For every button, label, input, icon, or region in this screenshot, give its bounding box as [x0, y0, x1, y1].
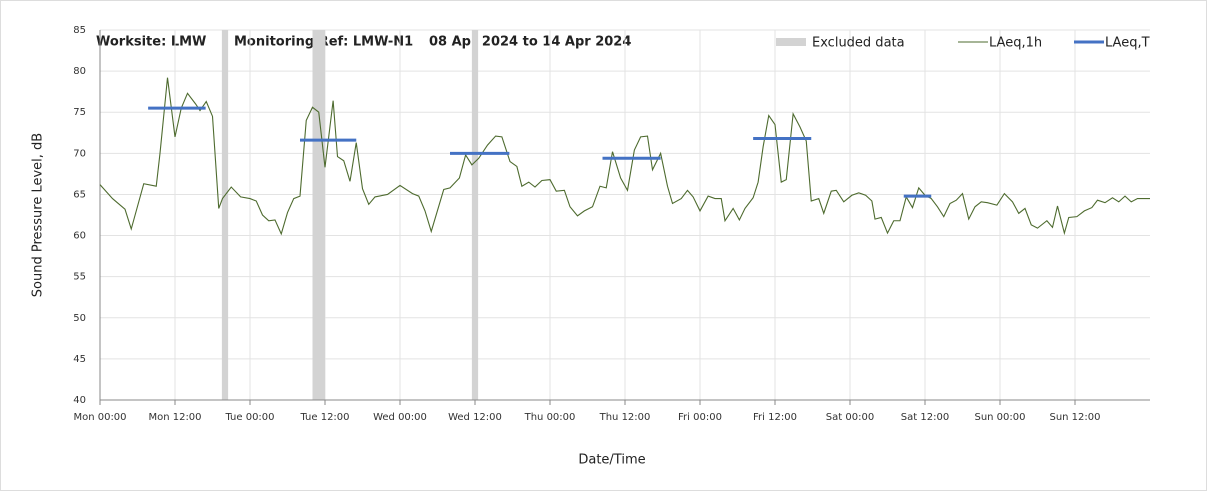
y-tick-label: 60: [73, 231, 86, 242]
x-tick-label: Tue 00:00: [224, 412, 274, 423]
y-tick-label: 80: [73, 66, 86, 77]
line-series: [99, 77, 1150, 236]
x-tick-label: Sat 12:00: [901, 412, 949, 423]
y-tick-label: 50: [73, 313, 86, 324]
y-tick-label: 65: [73, 189, 86, 200]
y-tick-label: 75: [73, 107, 86, 118]
x-tick-label: Fri 00:00: [678, 412, 722, 423]
x-tick-label: Sat 00:00: [826, 412, 874, 423]
x-tick-label: Thu 00:00: [524, 412, 576, 423]
x-tick-label: Mon 12:00: [148, 412, 201, 423]
x-tick-label: Sun 12:00: [1049, 412, 1100, 423]
x-tick-label: Thu 12:00: [599, 412, 651, 423]
y-tick-label: 70: [73, 148, 86, 159]
y-tick-label: 45: [73, 354, 86, 365]
excluded-band: [312, 30, 325, 400]
legend-label: Excluded data: [812, 36, 905, 51]
x-tick-label: Tue 12:00: [299, 412, 349, 423]
x-tick-label: Wed 12:00: [448, 412, 502, 423]
y-axis-label: Sound Pressure Level, dB: [31, 133, 46, 297]
x-tick-label: Wed 00:00: [373, 412, 427, 423]
legend-label: LAeq,T: [1105, 36, 1150, 51]
title-period: 08 Apr 2024 to 14 Apr 2024: [429, 35, 631, 50]
x-tick-label: Fri 12:00: [753, 412, 797, 423]
x-axis-label: Date/Time: [578, 453, 645, 468]
excluded-band: [471, 30, 479, 400]
title-worksite: Worksite: LMW: [96, 35, 206, 50]
y-tick-label: 40: [73, 395, 86, 406]
excluded-band: [221, 30, 229, 400]
x-tick-label: Mon 00:00: [73, 412, 126, 423]
y-tick-label: 85: [73, 25, 86, 36]
x-tick-label: Sun 00:00: [974, 412, 1025, 423]
y-tick-label: 55: [73, 272, 86, 283]
legend-swatch: [776, 38, 806, 46]
legend-label: LAeq,1h: [989, 36, 1042, 51]
